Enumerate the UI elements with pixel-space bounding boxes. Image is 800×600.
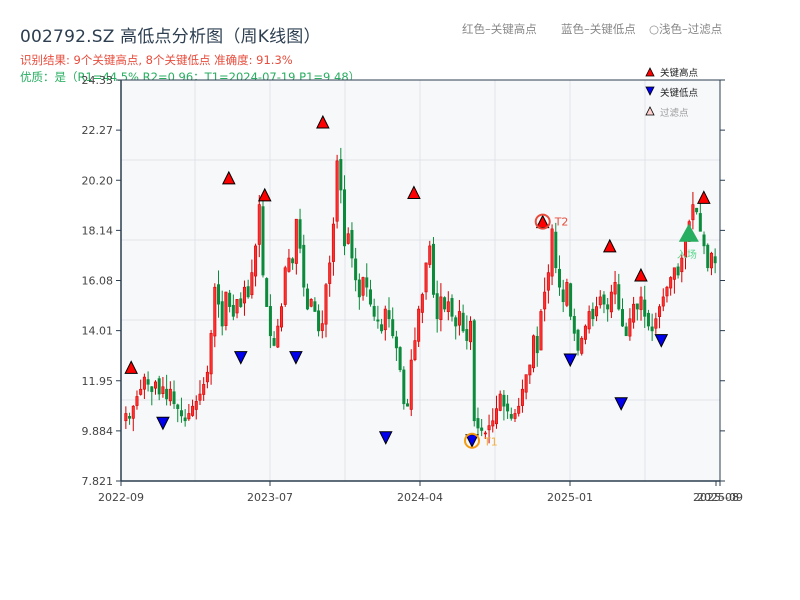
key-low-marker bbox=[378, 431, 393, 445]
axes: 24.33 22.27 20.20 18.14 16.08 14.01 11.95 9.884… bbox=[82, 74, 743, 504]
y-tick-label: 11.95 bbox=[82, 375, 114, 388]
y-tick-label: 7.821 bbox=[82, 475, 114, 488]
x-tick-label: 2025-01 bbox=[547, 491, 593, 504]
result-summary: 识别结果: 9个关键高点, 8个关键低点 准确度: 91.3% bbox=[20, 53, 293, 67]
x-tick-label: 2025-08 bbox=[693, 491, 739, 504]
key-high-marker bbox=[222, 170, 236, 185]
candles bbox=[124, 147, 717, 444]
y-tick-label: 14.01 bbox=[82, 325, 114, 338]
key-high-marker bbox=[316, 114, 330, 129]
legend-light-explanation: ○浅色–过滤点 bbox=[649, 22, 723, 36]
y-tick-label: 22.27 bbox=[82, 124, 114, 137]
key-low-marker bbox=[289, 351, 303, 365]
svg-text:过滤点: 过滤点 bbox=[660, 107, 689, 119]
key-low-marker bbox=[563, 353, 578, 368]
x-tick-label: 2025-09 bbox=[697, 491, 743, 504]
y-tick-label: 9.884 bbox=[82, 425, 114, 438]
legend-red-explanation: 红色–关键高点 bbox=[462, 22, 537, 36]
y-tick-label: 18.14 bbox=[82, 224, 114, 237]
key-point-markers: T2 T1 入场 bbox=[124, 114, 711, 449]
x-tick-label: 2022-09 bbox=[98, 491, 144, 504]
key-high-marker bbox=[257, 187, 272, 202]
key-low-marker bbox=[654, 334, 669, 348]
t1-label: T1 bbox=[483, 436, 498, 449]
x-tick-label: 2023-07 bbox=[247, 491, 293, 504]
key-high-marker bbox=[124, 360, 138, 374]
y-tick-label: 24.33 bbox=[82, 74, 114, 87]
chart-title: 002792.SZ 高低点分析图（周K线图） bbox=[20, 27, 321, 47]
y-tick-label: 16.08 bbox=[82, 275, 114, 288]
key-low-marker bbox=[156, 416, 170, 431]
t2-circle bbox=[534, 213, 551, 230]
legend-blue-explanation: 蓝色–关键低点 bbox=[561, 22, 636, 36]
t1-circle bbox=[464, 432, 481, 449]
entry-marker bbox=[678, 223, 699, 242]
key-low-marker bbox=[614, 397, 628, 411]
key-high-marker bbox=[602, 238, 617, 253]
y-tick-label: 20.20 bbox=[82, 174, 114, 187]
svg-text:关键低点: 关键低点 bbox=[660, 87, 699, 99]
x-tick-label: 2024-04 bbox=[397, 491, 443, 504]
key-high-marker bbox=[407, 185, 421, 199]
entry-label: 入场 bbox=[677, 248, 697, 261]
svg-text:关键高点: 关键高点 bbox=[660, 67, 699, 79]
t2-label: T2 bbox=[554, 216, 569, 229]
key-high-marker bbox=[634, 267, 648, 282]
key-low-marker bbox=[233, 351, 248, 365]
key-high-marker bbox=[697, 190, 711, 204]
